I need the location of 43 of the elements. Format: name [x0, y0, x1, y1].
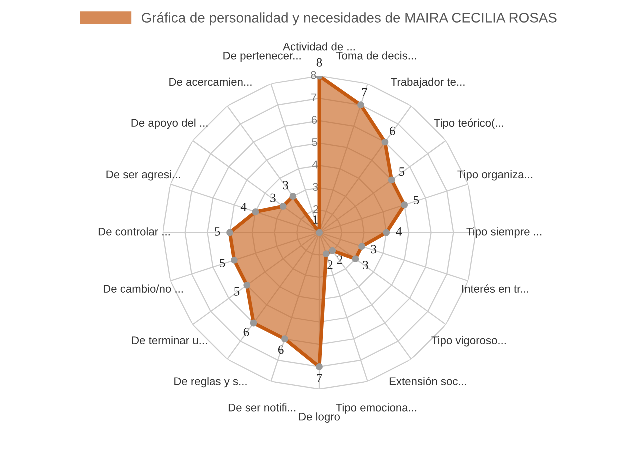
- spoke-label: Actividad de ...: [283, 42, 355, 51]
- spoke-label: Tipo emociona...: [336, 404, 417, 414]
- spoke-label: Tipo teórico(...: [434, 118, 504, 130]
- legend-label: Gráfica de personalidad y necesidades de MAIRA CECILIA ROSAS: [142, 12, 557, 26]
- spoke-label: Toma de decis...: [336, 52, 416, 60]
- spoke-label: De reglas y s...: [174, 377, 247, 388]
- data-label: 5: [414, 196, 420, 204]
- spoke-label: Interés en tr...: [462, 284, 528, 293]
- spoke-label: De apoyo del ...: [132, 118, 208, 130]
- data-label: 7: [362, 88, 368, 96]
- y-tick-label: 6: [312, 116, 318, 124]
- y-tick-label: 5: [312, 138, 318, 146]
- spoke-label: De logro: [299, 412, 340, 423]
- spoke-label: Tipo siempre ...: [466, 228, 542, 238]
- data-label: 5: [400, 168, 405, 176]
- data-label: 5: [220, 259, 226, 268]
- data-label: 1: [314, 216, 318, 224]
- y-tick-label: 8: [311, 71, 316, 80]
- spoke-label: Tipo organiza...: [458, 170, 533, 181]
- spoke-label: De terminar u...: [132, 336, 208, 345]
- y-tick-label: 7: [312, 94, 317, 102]
- data-label: 5: [215, 228, 220, 236]
- spoke-label: Extensión soc...: [390, 377, 466, 386]
- spoke-label: De pertenecer...: [224, 52, 301, 62]
- data-label: 3: [363, 261, 368, 270]
- data-label: 6: [244, 328, 250, 336]
- data-label: 2: [337, 256, 342, 264]
- data-label: 3: [283, 181, 288, 190]
- data-label: 2: [328, 260, 333, 269]
- data-label: 3: [270, 194, 276, 202]
- data-label: 6: [390, 126, 396, 136]
- spoke-label: De ser agresi...: [106, 170, 180, 181]
- data-label: 4: [396, 228, 402, 236]
- data-label: 4: [240, 202, 247, 212]
- spoke-label: Trabajador te...: [391, 78, 465, 88]
- spoke-label: De ser notifi...: [228, 404, 296, 412]
- spoke-label: Tipo vigoroso...: [432, 336, 506, 347]
- data-label: 5: [234, 288, 240, 296]
- spoke-label: De cambio/no ...: [104, 284, 183, 293]
- spoke-label: De acercamien...: [170, 78, 252, 86]
- spoke-label: De controlar ...: [98, 228, 170, 236]
- data-label: 3: [371, 245, 377, 254]
- data-label: 6: [278, 346, 284, 354]
